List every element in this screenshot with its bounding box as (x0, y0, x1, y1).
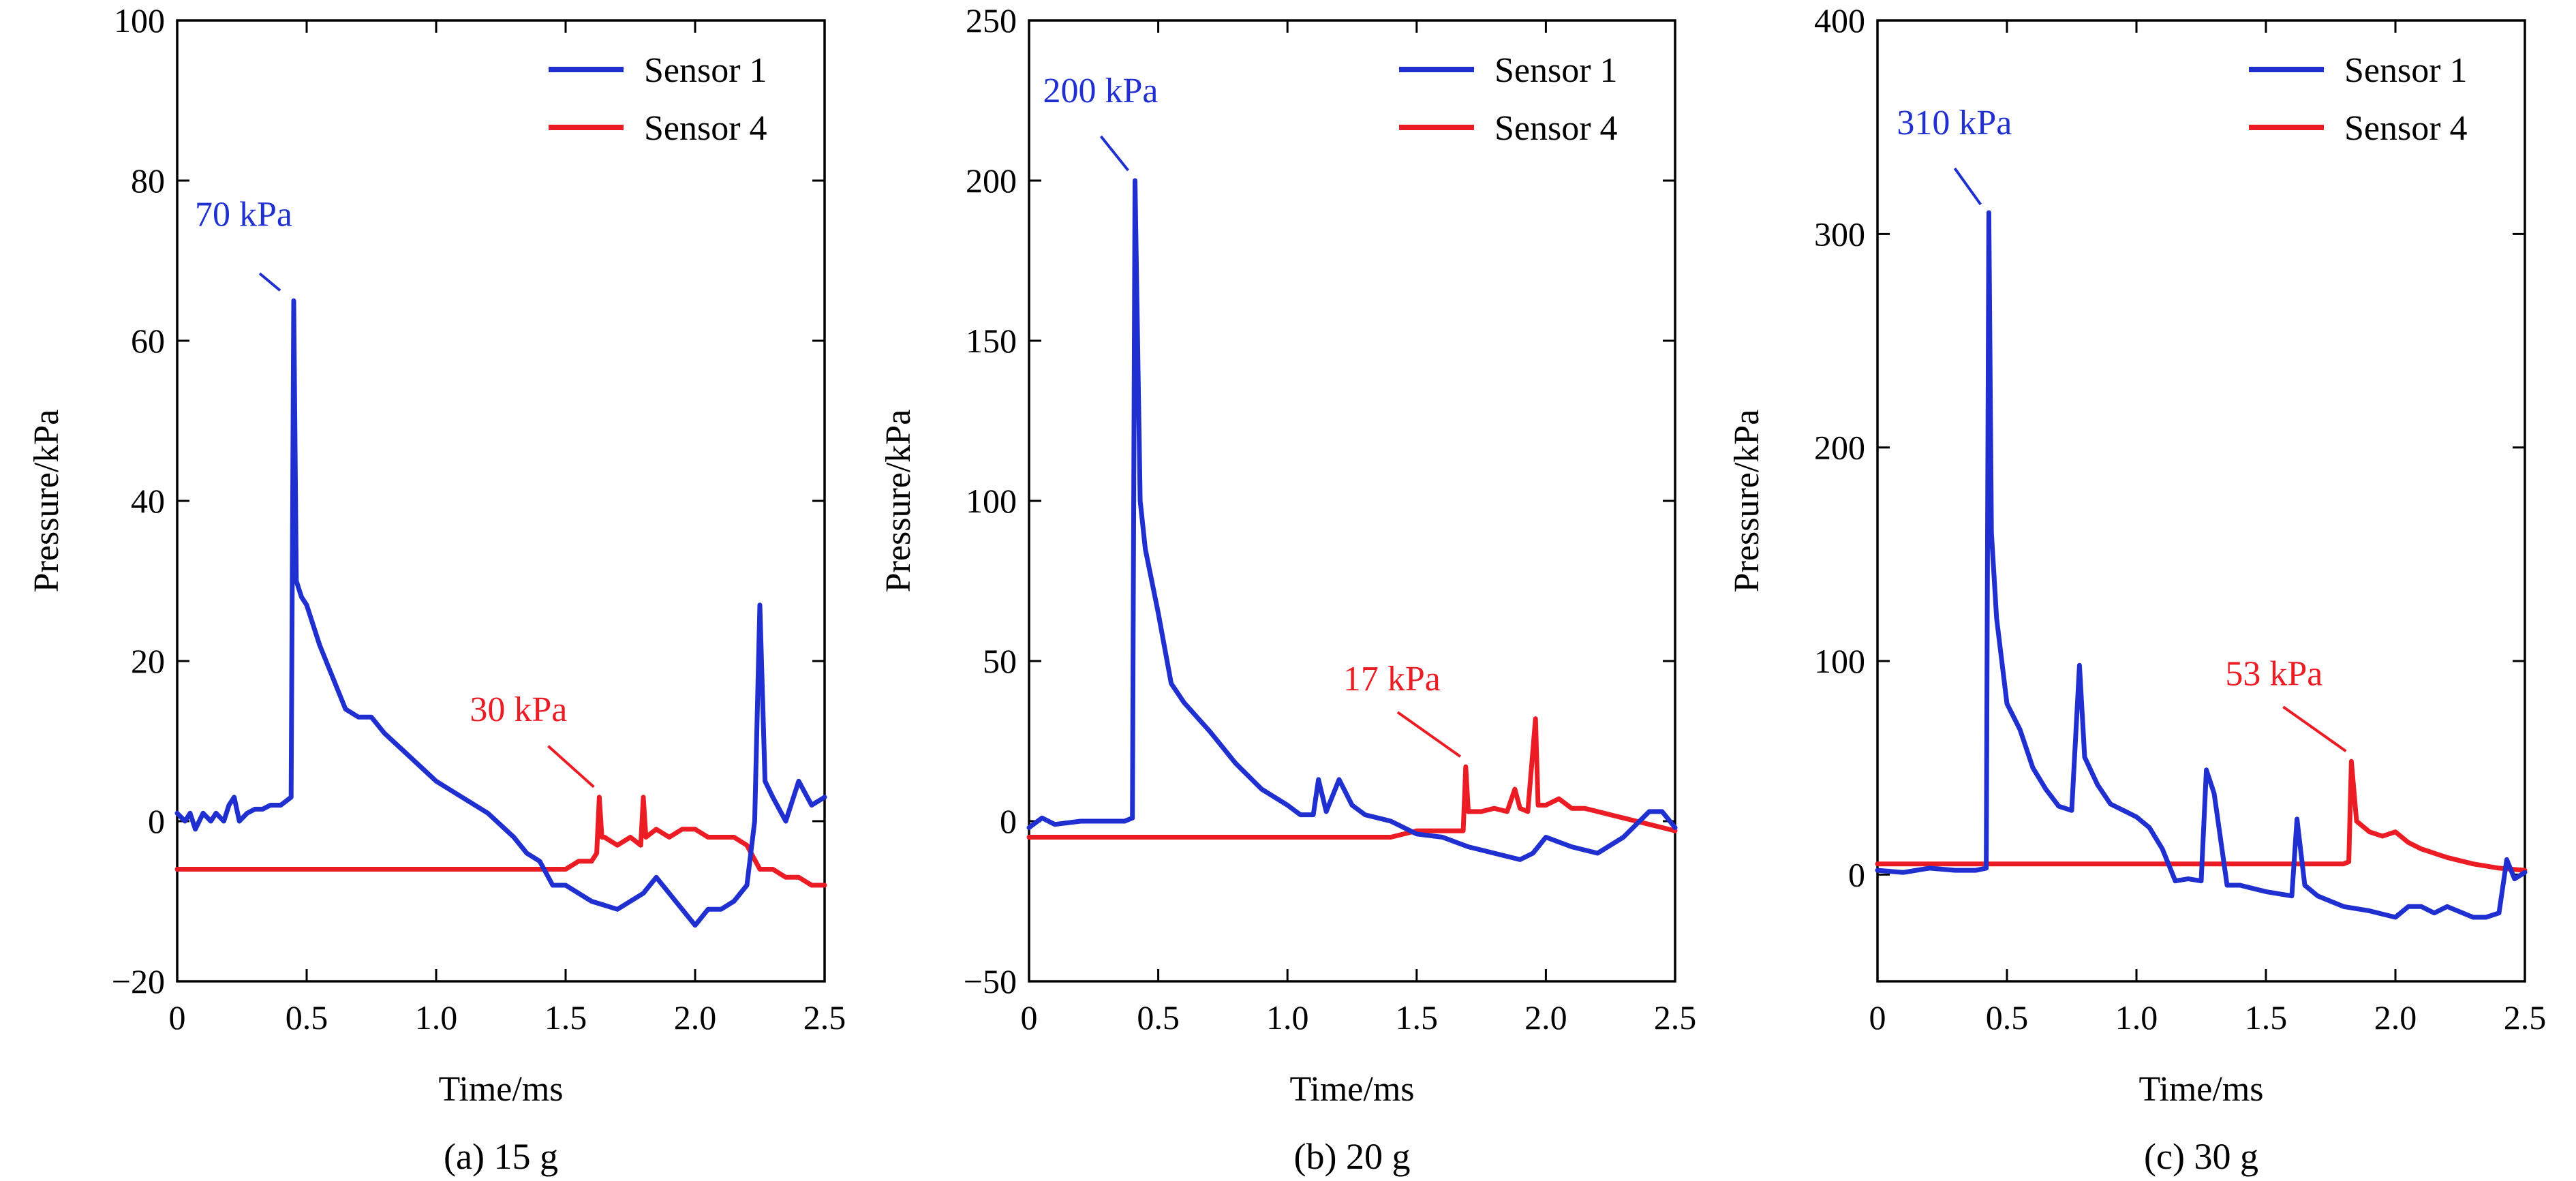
x-tick-label-b: 1.5 (1396, 998, 1439, 1037)
panel-caption-c: (c) 30 g (2144, 1136, 2258, 1177)
x-tick-label-b: 1.0 (1266, 998, 1309, 1037)
x-tick-label-c: 0.5 (1986, 998, 2029, 1037)
x-axis-label-a: Time/ms (438, 1070, 563, 1109)
x-axis-label-c: Time/ms (2138, 1070, 2263, 1109)
annotation-leader-c-1 (1953, 167, 1982, 206)
y-tick-label-a: 100 (114, 1, 165, 40)
annotation-label-b-2: 17 kPa (1343, 660, 1441, 699)
y-tick-label-b: 50 (983, 642, 1017, 680)
x-tick-label-b: 2.0 (1524, 998, 1567, 1037)
y-tick-label-c: 100 (1814, 642, 1865, 680)
annotation-leader-a-1 (258, 272, 281, 292)
x-tick-label-a: 2.5 (803, 998, 846, 1037)
series-line-a-sensor-1 (174, 298, 827, 928)
annotation-leader-b-1 (1099, 135, 1130, 172)
y-tick-label-c: 300 (1814, 215, 1865, 253)
panel-caption-b: (b) 20 g (1294, 1136, 1411, 1177)
annotation-label-b-1: 200 kPa (1043, 72, 1158, 110)
y-tick-label-b: 200 (966, 162, 1017, 200)
annotation-leader-a-2 (547, 745, 595, 788)
legend-label-b-sensor-4: Sensor 4 (1494, 109, 1618, 148)
annotation-leader-c-2 (2282, 705, 2347, 752)
annotation-label-c-1: 310 kPa (1897, 104, 2012, 142)
y-tick-label-b: 250 (966, 1, 1017, 40)
x-tick-label-a: 1.0 (415, 998, 458, 1037)
annotation-leader-b-2 (1396, 711, 1462, 758)
x-tick-label-b: 2.5 (1654, 998, 1697, 1037)
legend-label-a-sensor-1: Sensor 1 (644, 51, 767, 90)
x-tick-label-a: 2.0 (674, 998, 717, 1037)
y-tick-label-b: 100 (966, 482, 1017, 520)
y-tick-label-c: 400 (1814, 1, 1865, 40)
y-tick-label-a: 20 (131, 642, 165, 680)
x-tick-label-c: 2.5 (2504, 998, 2547, 1037)
legend-label-c-sensor-1: Sensor 1 (2344, 51, 2468, 90)
plot-frame-c (1876, 19, 2526, 983)
y-tick-label-b: 0 (1000, 802, 1017, 840)
annotation-label-a-2: 30 kPa (470, 690, 567, 729)
y-tick-label-b: −50 (964, 962, 1017, 1000)
y-tick-label-c: 0 (1848, 855, 1865, 893)
y-tick-label-c: 200 (1814, 429, 1865, 467)
x-tick-label-a: 1.5 (545, 998, 587, 1037)
x-axis-label-b: Time/ms (1289, 1070, 1414, 1109)
series-line-b-sensor-1 (1026, 178, 1678, 862)
x-tick-label-c: 2.0 (2374, 998, 2417, 1037)
series-line-a-sensor-4 (174, 795, 827, 888)
x-tick-label-c: 1.0 (2115, 998, 2158, 1037)
annotation-label-c-2: 53 kPa (2225, 654, 2322, 693)
x-tick-label-c: 1.5 (2245, 998, 2288, 1037)
y-tick-label-a: 80 (131, 162, 165, 200)
annotation-label-a-1: 70 kPa (195, 195, 292, 234)
y-tick-label-a: 0 (148, 802, 165, 840)
y-tick-label-a: −20 (112, 962, 165, 1000)
x-tick-label-a: 0 (169, 998, 186, 1037)
y-tick-label-b: 150 (966, 322, 1017, 360)
legend-label-c-sensor-4: Sensor 4 (2344, 109, 2468, 148)
legend-label-a-sensor-4: Sensor 4 (644, 109, 767, 148)
legend-label-b-sensor-1: Sensor 1 (1494, 51, 1618, 90)
x-tick-label-c: 0 (1869, 998, 1886, 1037)
y-axis-label-a: Pressure/kPa (27, 410, 66, 593)
panel-caption-a: (a) 15 g (444, 1136, 558, 1177)
y-axis-label-c: Pressure/kPa (1728, 410, 1766, 593)
y-tick-label-a: 60 (131, 322, 165, 360)
series-line-b-sensor-4 (1026, 716, 1678, 840)
x-tick-label-b: 0 (1021, 998, 1038, 1037)
x-tick-label-b: 0.5 (1137, 998, 1180, 1037)
y-axis-label-b: Pressure/kPa (879, 410, 918, 593)
series-line-c-sensor-1 (1875, 210, 2528, 920)
y-tick-label-a: 40 (131, 482, 165, 520)
x-tick-label-a: 0.5 (286, 998, 328, 1037)
